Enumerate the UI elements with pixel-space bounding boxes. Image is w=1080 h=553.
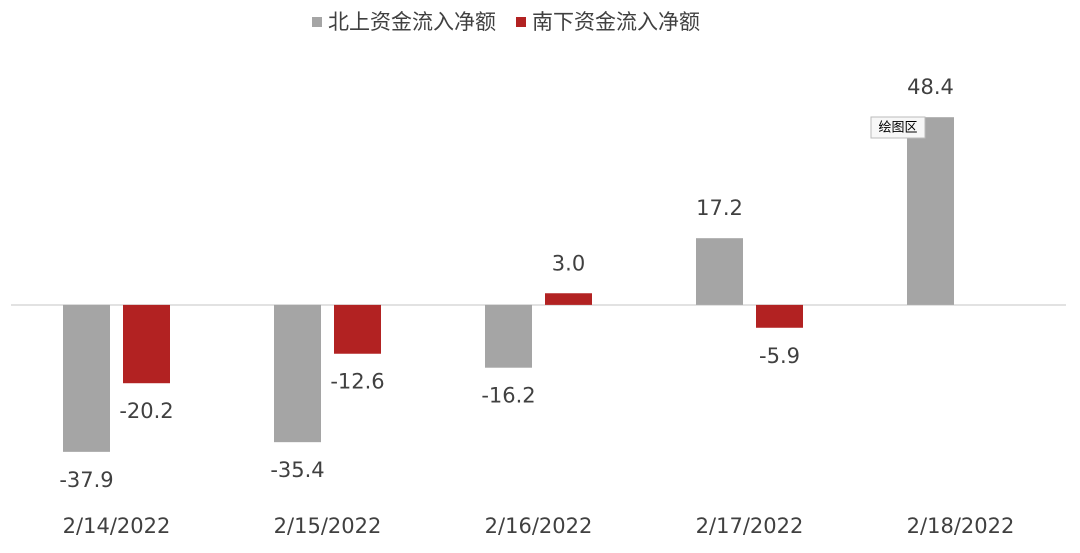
value-label: 17.2 (696, 196, 743, 220)
x-tick-label: 2/18/2022 (907, 514, 1015, 538)
x-tick-label: 2/14/2022 (63, 514, 171, 538)
legend-swatch (516, 17, 526, 27)
bar (63, 304, 110, 452)
bar (907, 117, 954, 305)
legend-label: 北上资金流入净额 (328, 10, 496, 34)
bar (485, 304, 532, 368)
value-label: -37.9 (59, 468, 113, 492)
bar (334, 304, 381, 354)
value-label: 3.0 (552, 251, 585, 275)
x-tick-label: 2/17/2022 (696, 514, 804, 538)
value-label: -16.2 (481, 384, 535, 408)
bar (756, 304, 803, 328)
value-label: -35.4 (270, 458, 324, 482)
value-label: -12.6 (330, 370, 384, 394)
bar (696, 238, 743, 305)
legend-swatch (312, 17, 322, 27)
x-tick-label: 2/16/2022 (485, 514, 593, 538)
bar (274, 304, 321, 443)
legend-label: 南下资金流入净额 (532, 10, 700, 34)
bar (545, 293, 592, 305)
bar (123, 304, 170, 384)
value-label: 48.4 (907, 75, 954, 99)
tooltip: 绘图区 (878, 121, 917, 136)
value-label: -20.2 (119, 399, 173, 423)
x-tick-label: 2/15/2022 (274, 514, 382, 538)
value-label: -5.9 (759, 344, 800, 368)
tooltip-box (870, 116, 926, 139)
